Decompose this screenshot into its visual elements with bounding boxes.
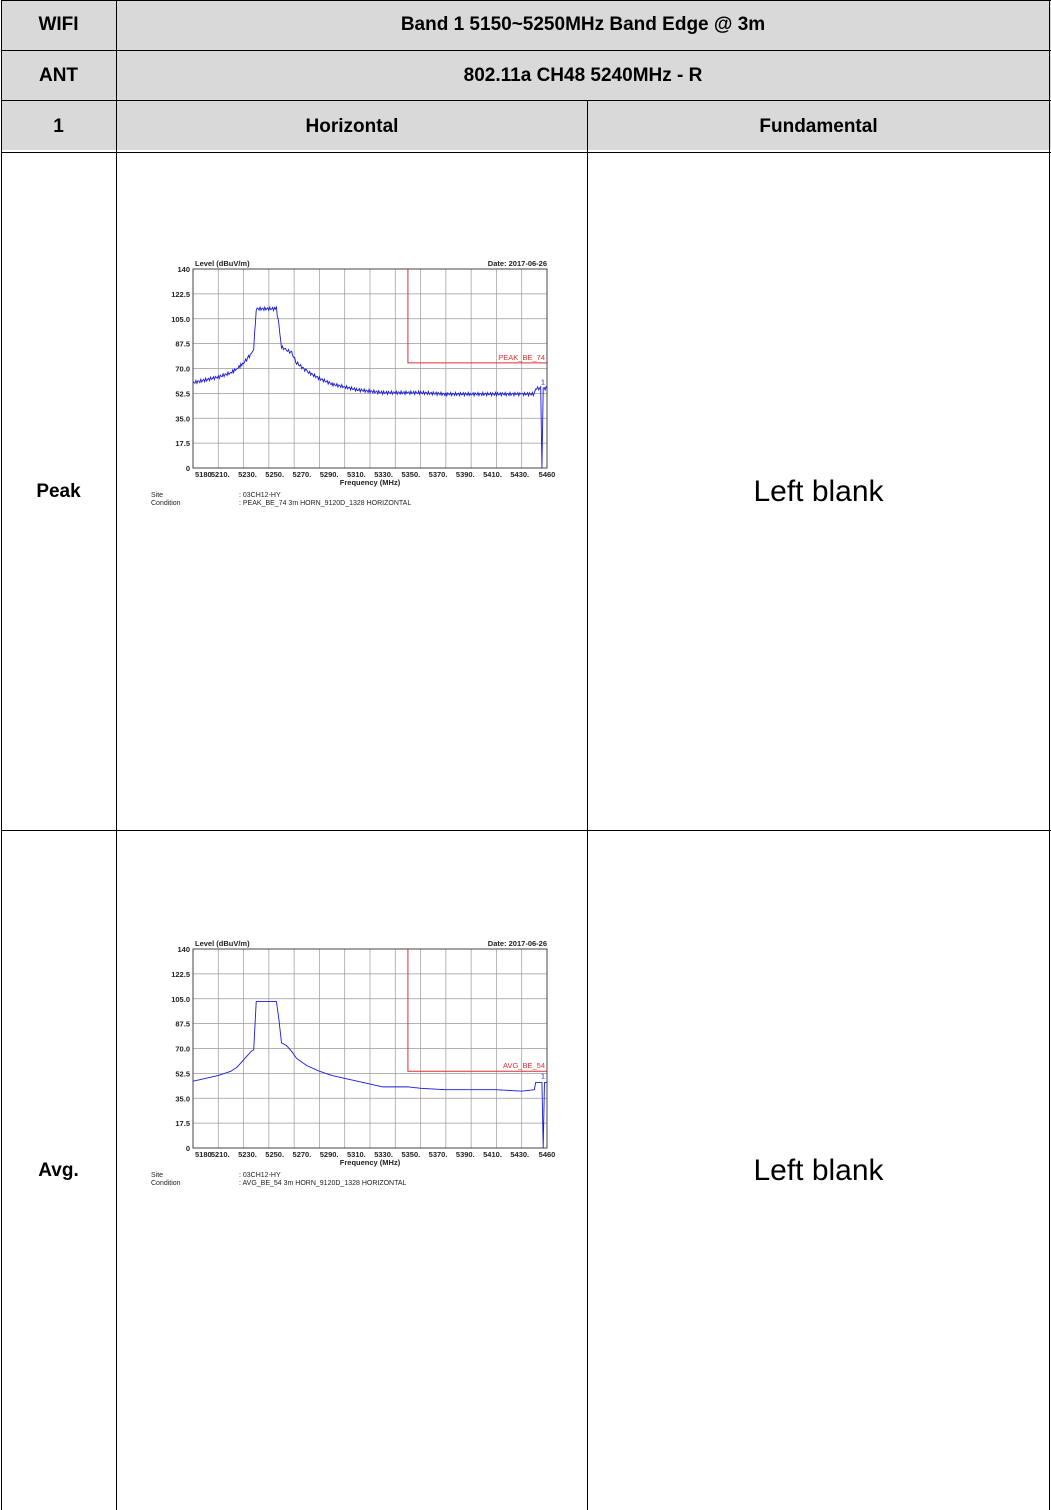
index-label: 1 (53, 115, 64, 137)
fundamental-header: Fundamental (759, 115, 878, 137)
condition-label: Condition (151, 1180, 181, 1187)
x-tick-label: 5370. (429, 1150, 448, 1159)
limit-line (407, 269, 547, 364)
x-tick-label: 5350. (401, 1150, 420, 1159)
spectrum-trace (192, 305, 548, 469)
peak-plot: 0 17.5 35.0 52.5 70.0 87.5 105.0 122.5 140 5180 52… (151, 255, 571, 525)
x-tick-label: 5330. (374, 470, 393, 479)
avg-fundamental-text: Left blank (753, 1153, 884, 1187)
x-tick-label: 5290. (320, 470, 339, 479)
x-tick-label: 5210. (211, 1150, 230, 1159)
y-tick-label: 140 (177, 265, 190, 274)
x-tick-label: 5430. (510, 470, 529, 479)
y-tick-label: 0 (186, 464, 190, 473)
chart-date: Date: 2017-06-26 (488, 259, 547, 268)
y-tick-label: 87.5 (175, 340, 190, 349)
x-tick-label: 5460 (539, 1150, 556, 1159)
y-tick-label: 70.0 (175, 1045, 190, 1054)
y-tick-label: 52.5 (175, 1069, 190, 1078)
y-tick-label: 35.0 (175, 414, 190, 423)
site-label: Site (151, 1172, 163, 1179)
x-tick-label: 5250. (265, 470, 284, 479)
col-divider-2 (587, 100, 588, 1510)
x-tick-label: 5250. (265, 1150, 284, 1159)
border-top (1, 0, 1051, 1)
x-tick-label: 5350. (401, 470, 420, 479)
y-tick-label: 0 (186, 1144, 190, 1153)
x-tick-label: 5230. (238, 1150, 257, 1159)
wifi-label: WIFI (38, 14, 79, 35)
x-tick-label: 5310. (347, 1150, 366, 1159)
x-tick-label: 5410. (483, 470, 502, 479)
ant-label: ANT (38, 65, 79, 86)
y-tick-label: 105.0 (171, 995, 190, 1004)
header-shade-row3 (1, 100, 1051, 150)
peak-row-label: Peak (36, 480, 81, 502)
x-tick-label: 5460 (539, 470, 556, 479)
spectrum-trace (192, 1001, 547, 1149)
header-shade-row2 (1, 50, 1051, 100)
marker-label: 1 (541, 377, 545, 386)
y-tick-label: 122.5 (171, 290, 190, 299)
y-tick-label: 52.5 (175, 389, 190, 398)
x-tick-label: 5390. (456, 470, 475, 479)
condition-value: : AVG_BE_54 3m HORN_9120D_1328 HORIZONTA… (239, 1180, 407, 1187)
y-tick-label: 105.0 (171, 315, 190, 324)
x-tick-label: 5230. (238, 470, 257, 479)
y-tick-label: 17.5 (175, 1119, 190, 1128)
horizontal-header: Horizontal (305, 115, 399, 137)
row-divider-3 (1, 152, 1051, 153)
x-axis-label: Frequency (MHz) (340, 1158, 401, 1167)
condition-value: : PEAK_BE_74 3m HORN_9120D_1328 HORIZONT… (239, 500, 411, 507)
site-label: Site (151, 492, 163, 499)
y-tick-label: 70.0 (175, 365, 190, 374)
x-tick-label: 5410. (483, 1150, 502, 1159)
site-value: : 03CH12-HY (239, 492, 281, 499)
col-divider-1 (116, 0, 117, 1510)
peak-fundamental-text: Left blank (753, 474, 884, 508)
plot-frame (192, 268, 548, 469)
avg-plot: 0 17.5 35.0 52.5 70.0 87.5 105.0 122.5 140 5180 52… (151, 935, 571, 1205)
header-shade-row1 (1, 0, 1051, 50)
x-tick-label: 5180 (195, 1150, 212, 1159)
channel-title: 802.11a CH48 5240MHz - R (463, 65, 703, 86)
x-tick-label: 5290. (320, 1150, 339, 1159)
row-divider-4 (1, 830, 1051, 831)
row-divider-2 (1, 100, 1051, 101)
y-tick-label: 35.0 (175, 1094, 190, 1103)
y-axis-label: Level (dBuV/m) (195, 939, 250, 948)
limit-line (407, 949, 547, 1072)
y-tick-label: 122.5 (171, 970, 190, 979)
marker-label: 1 (541, 1072, 545, 1081)
x-tick-label: 5390. (456, 1150, 475, 1159)
border-left (1, 0, 2, 1510)
y-tick-label: 87.5 (175, 1020, 190, 1029)
border-right (1049, 0, 1050, 1510)
y-tick-label: 17.5 (175, 439, 190, 448)
y-tick-label: 140 (177, 945, 190, 954)
y-axis-label: Level (dBuV/m) (195, 259, 250, 268)
x-tick-label: 5430. (510, 1150, 529, 1159)
x-tick-label: 5210. (211, 470, 230, 479)
limit-line-label: AVG_BE_54 (503, 1061, 545, 1070)
plot-frame (192, 948, 548, 1149)
band-title: Band 1 5150~5250MHz Band Edge @ 3m (400, 14, 766, 35)
x-axis-label: Frequency (MHz) (340, 478, 401, 487)
x-tick-label: 5180 (195, 470, 212, 479)
x-tick-label: 5270. (293, 470, 312, 479)
x-tick-label: 5370. (429, 470, 448, 479)
x-tick-label: 5330. (374, 1150, 393, 1159)
limit-line-label: PEAK_BE_74 (498, 353, 545, 362)
x-tick-label: 5310. (347, 470, 366, 479)
row-divider-1 (1, 50, 1051, 51)
site-value: : 03CH12-HY (239, 1172, 281, 1179)
chart-date: Date: 2017-06-26 (488, 939, 547, 948)
x-tick-label: 5270. (293, 1150, 312, 1159)
condition-label: Condition (151, 500, 181, 507)
avg-row-label: Avg. (38, 1159, 79, 1181)
